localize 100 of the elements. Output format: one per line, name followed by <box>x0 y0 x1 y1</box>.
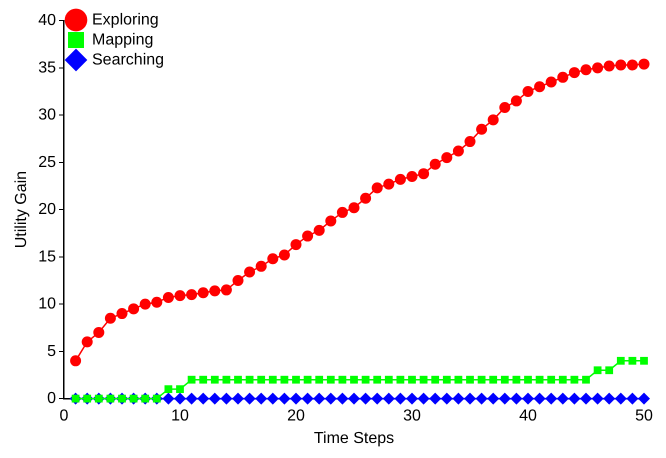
point <box>348 392 360 405</box>
point <box>524 376 532 384</box>
point <box>408 376 416 384</box>
point <box>222 376 230 384</box>
point <box>431 376 440 384</box>
point <box>140 298 151 310</box>
point <box>336 206 348 218</box>
x-axis-title: Time Steps <box>314 430 394 447</box>
point <box>278 249 290 260</box>
point <box>556 392 569 405</box>
point <box>292 376 300 384</box>
y-tick-label: 5 <box>47 342 56 360</box>
point <box>186 392 198 405</box>
point <box>452 392 464 405</box>
y-tick-label: 25 <box>38 154 56 171</box>
point <box>290 392 302 405</box>
y-tick-label: 10 <box>38 296 56 313</box>
point <box>476 392 488 405</box>
point <box>268 376 277 384</box>
point <box>568 392 580 405</box>
point <box>246 376 254 384</box>
point <box>626 392 638 405</box>
point <box>464 136 476 148</box>
point <box>546 76 557 88</box>
point <box>315 376 324 384</box>
point <box>197 392 210 405</box>
point <box>302 230 314 242</box>
point <box>626 60 638 71</box>
point <box>558 376 567 384</box>
point <box>266 392 279 405</box>
point <box>488 114 499 126</box>
point <box>534 81 546 92</box>
point <box>302 392 314 405</box>
point <box>174 392 186 405</box>
point <box>304 376 312 384</box>
point <box>628 356 636 365</box>
point <box>151 296 162 308</box>
point <box>418 168 430 180</box>
point <box>256 260 267 272</box>
point <box>536 376 544 384</box>
point <box>384 376 393 384</box>
point <box>232 274 244 286</box>
x-tick-label: 30 <box>403 408 421 425</box>
x-tick-label: 0 <box>60 408 69 425</box>
point <box>198 287 209 298</box>
point <box>638 392 650 405</box>
point <box>244 266 256 278</box>
point <box>338 376 346 384</box>
point <box>406 171 418 182</box>
point <box>478 376 486 384</box>
point <box>512 376 520 384</box>
point <box>640 356 648 365</box>
point <box>570 376 578 384</box>
point <box>162 392 174 405</box>
point <box>188 376 196 384</box>
point <box>638 58 650 70</box>
x-tick-label: 20 <box>287 408 305 425</box>
point <box>255 392 268 405</box>
point <box>350 376 358 384</box>
point <box>522 86 534 97</box>
point <box>199 376 208 384</box>
point <box>603 392 616 405</box>
point <box>220 392 232 405</box>
point <box>605 366 614 374</box>
point <box>280 376 288 384</box>
point <box>429 392 442 405</box>
point <box>510 95 522 106</box>
legend-label: Exploring <box>92 11 159 28</box>
point <box>500 376 509 384</box>
y-axis-title: Utility Gain <box>13 170 30 248</box>
point <box>420 376 428 384</box>
point <box>373 376 382 384</box>
point <box>580 392 592 405</box>
point <box>592 392 604 405</box>
x-tick-label: 50 <box>635 408 653 425</box>
y-tick-label: 35 <box>38 59 56 76</box>
point <box>220 284 232 296</box>
point <box>522 392 534 405</box>
point <box>615 60 626 71</box>
point <box>430 158 441 170</box>
point <box>128 303 140 314</box>
point <box>326 376 335 384</box>
point <box>371 392 384 405</box>
point <box>441 152 452 164</box>
point <box>594 366 602 374</box>
point <box>232 392 244 405</box>
point <box>394 174 406 185</box>
point <box>314 224 325 236</box>
point <box>290 239 302 250</box>
point <box>313 392 326 405</box>
point <box>498 392 511 405</box>
point <box>348 202 360 214</box>
point <box>557 72 568 83</box>
x-tick-label: 10 <box>171 408 189 425</box>
point <box>534 392 546 405</box>
point <box>604 60 615 72</box>
point <box>454 376 462 384</box>
point <box>406 392 418 405</box>
point <box>186 289 198 300</box>
point <box>82 336 93 348</box>
